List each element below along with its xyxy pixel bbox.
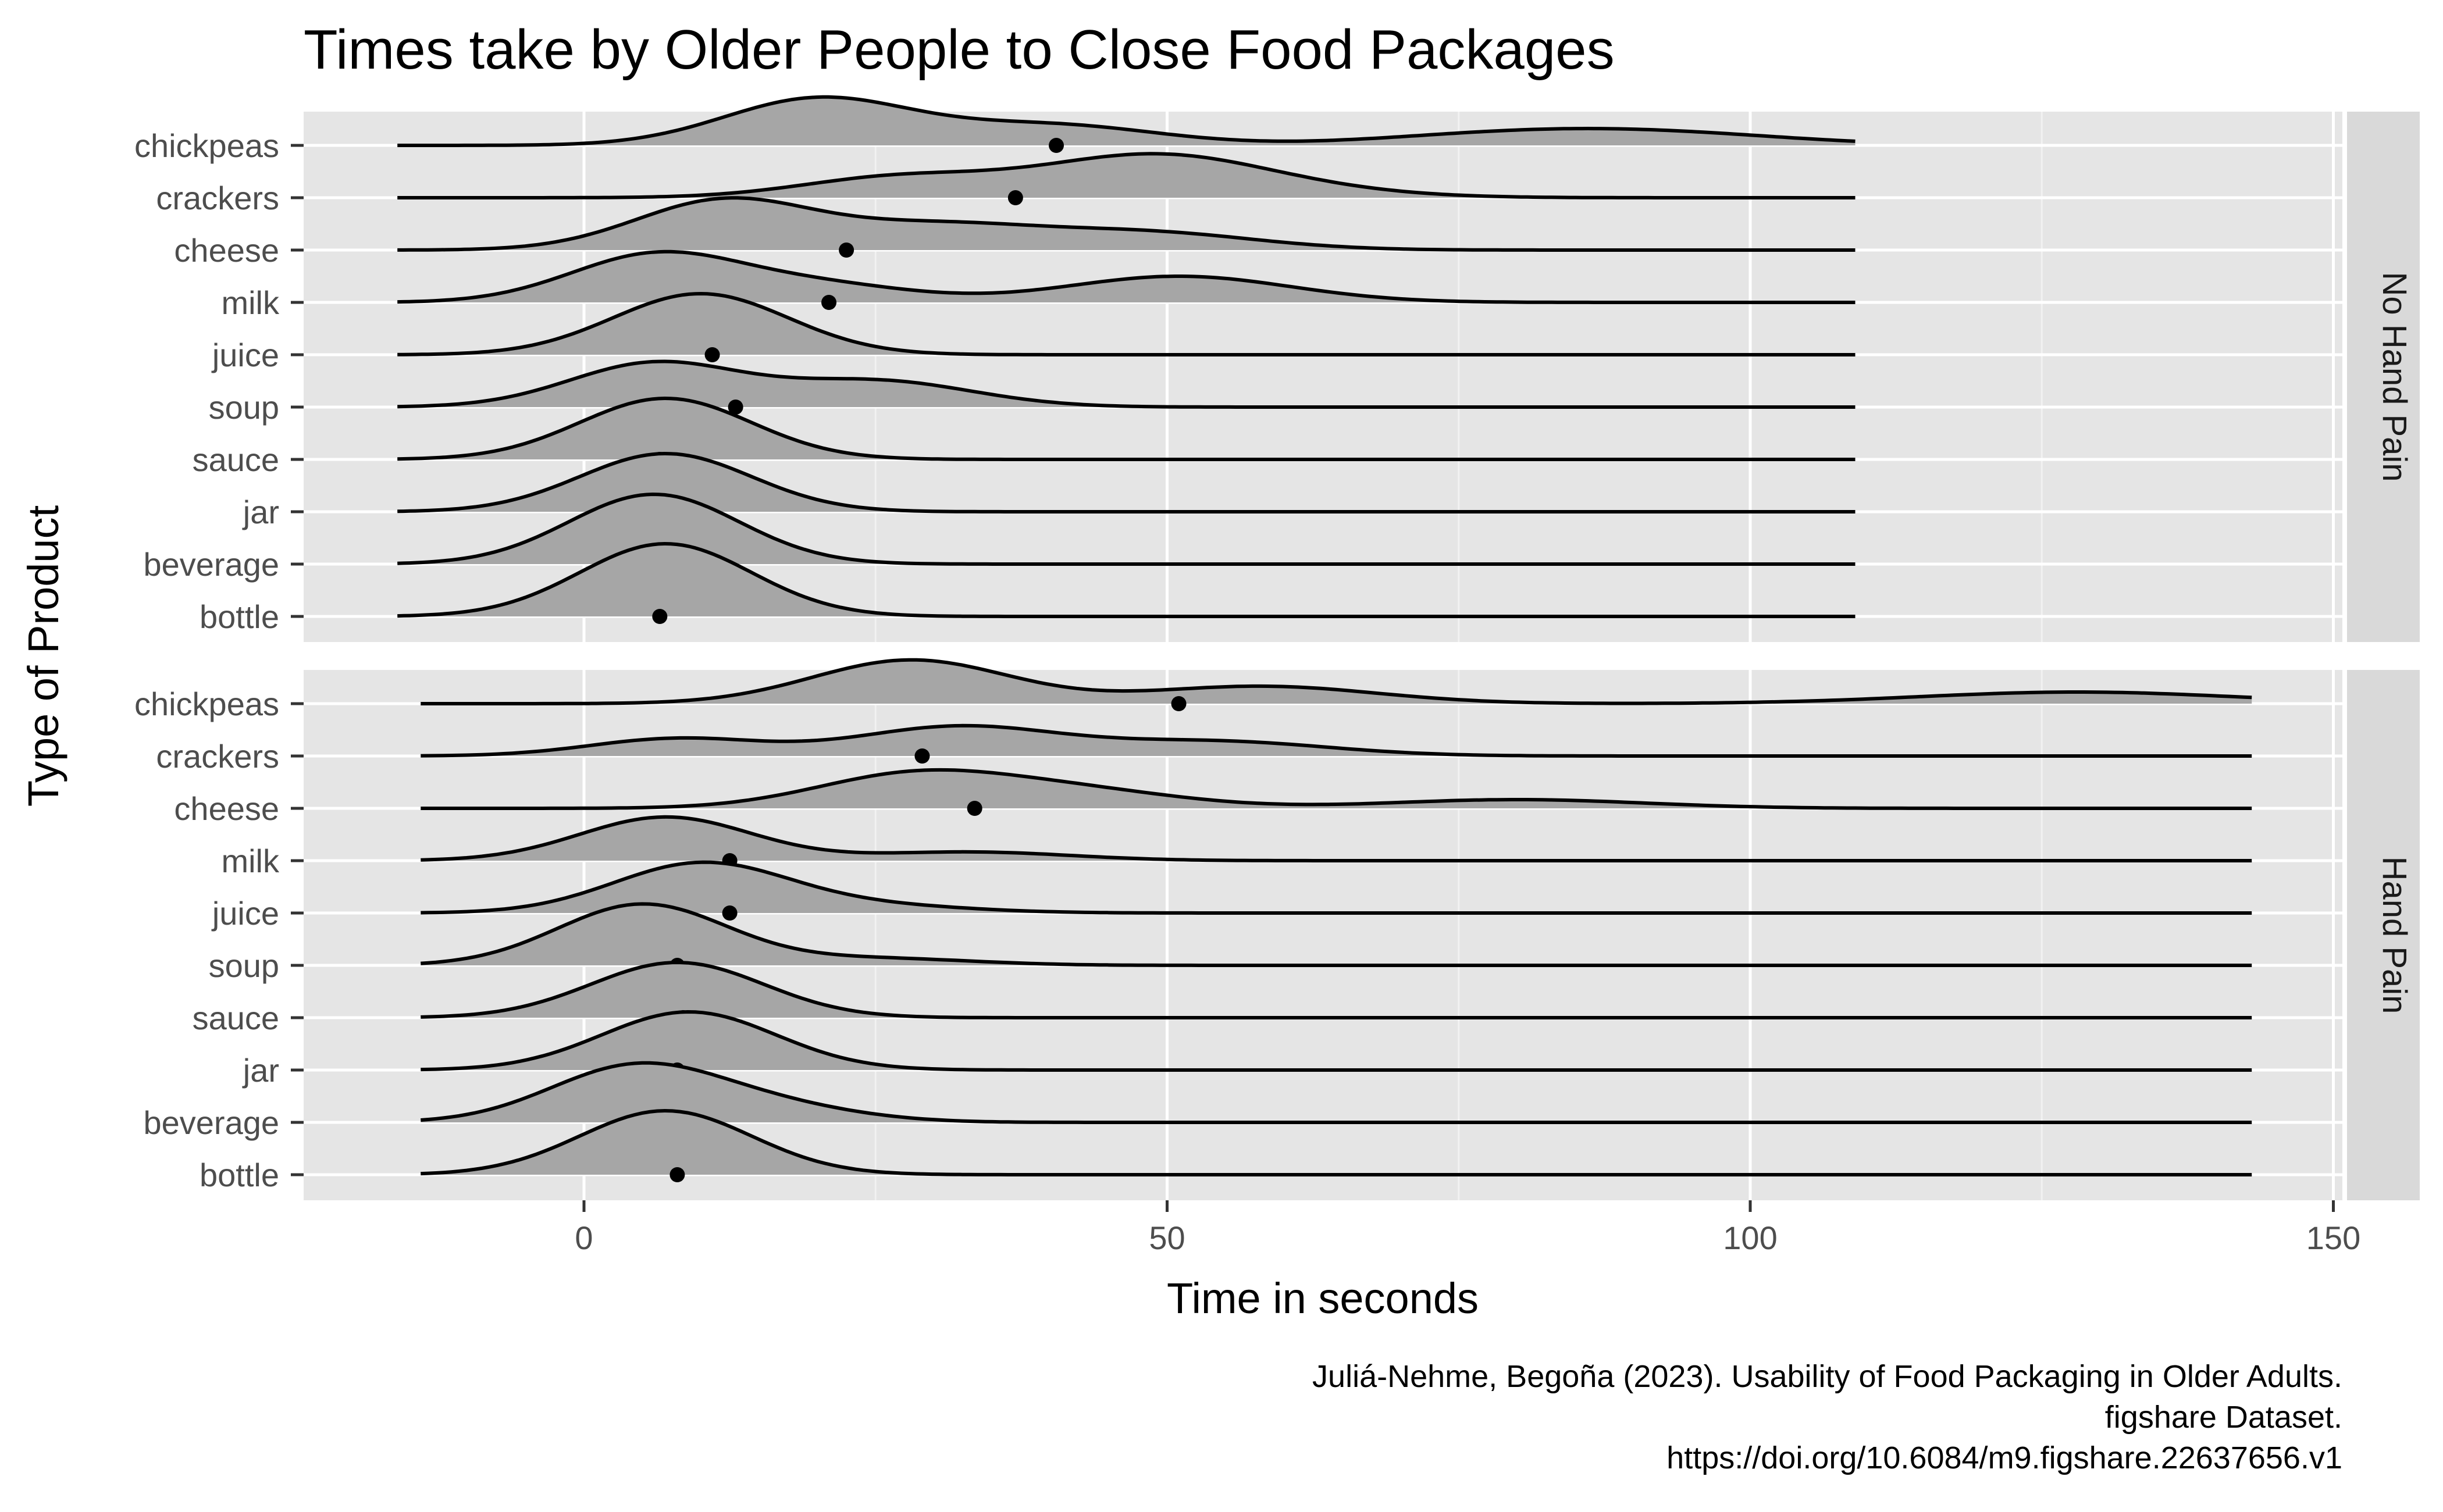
y-tick-label-soup: soup xyxy=(209,947,279,984)
y-axis-title: Type of Product xyxy=(19,505,67,807)
mean-point-juice xyxy=(722,905,738,921)
x-axis: 0 50 100 150 xyxy=(575,1200,2360,1256)
y-tick-label-sauce: sauce xyxy=(193,441,279,478)
mean-point-crackers xyxy=(1007,190,1023,205)
ridge-area-bottle xyxy=(421,1111,2252,1175)
ridge-line-beverage xyxy=(397,492,1856,566)
ridge-area-soup xyxy=(421,904,2252,965)
ridge-area-chickpeas xyxy=(421,659,2252,704)
ridge-line-jar xyxy=(397,451,1856,513)
ridge-line-milk xyxy=(421,815,2252,862)
ridge-line-bottle xyxy=(421,1108,2252,1176)
caption-line-1: Juliá-Nehme, Begoña (2023). Usability of… xyxy=(1312,1359,2342,1394)
ridges xyxy=(421,658,2252,1182)
y-tick-label-juice: juice xyxy=(211,337,279,373)
x-axis-title: Time in seconds xyxy=(1167,1274,1479,1322)
panel-no-hand-pain: chickpeas crackers cheese milk juice soup sauc… xyxy=(134,95,2420,642)
ridge-line-beverage xyxy=(421,1061,2252,1124)
ridge-area-jar xyxy=(397,454,1856,512)
y-tick-label-crackers: crackers xyxy=(156,738,279,775)
x-tick-label: 100 xyxy=(1723,1219,1777,1256)
y-tick-label-soup: soup xyxy=(209,389,279,426)
chart-title: Times take by Older People to Close Food… xyxy=(304,19,1615,81)
ridge-area-juice xyxy=(397,294,1856,355)
y-tick-label-chickpeas: chickpeas xyxy=(134,127,279,164)
ridge-line-chickpeas xyxy=(421,658,2252,705)
ridge-line-cheese xyxy=(397,196,1856,252)
ridge-area-sauce xyxy=(397,398,1856,459)
ridge-area-crackers xyxy=(397,154,1856,198)
mean-point-juice xyxy=(704,347,720,362)
ridges xyxy=(397,95,1856,624)
y-tick-label-crackers: crackers xyxy=(156,180,279,216)
mean-point-bottle xyxy=(669,1167,685,1182)
ridge-line-jar xyxy=(421,1010,2252,1072)
ridge-line-juice xyxy=(421,860,2252,915)
y-tick-label-cheese: cheese xyxy=(174,790,279,827)
ridge-area-sauce xyxy=(421,962,2252,1018)
ridge-line-soup xyxy=(421,902,2252,967)
y-tick-label-jar: jar xyxy=(242,494,279,530)
caption-line-3: https://doi.org/10.6084/m9.figshare.2263… xyxy=(1666,1440,2342,1475)
ridge-area-cheese xyxy=(421,769,2252,808)
y-tick-labels: chickpeas crackers cheese milk juice soup sauc… xyxy=(134,686,304,1193)
strip-label: Hand Pain xyxy=(2376,857,2413,1014)
y-tick-label-chickpeas: chickpeas xyxy=(134,686,279,722)
ridge-line-bottle xyxy=(397,541,1856,618)
caption-line-2: figshare Dataset. xyxy=(2105,1400,2342,1435)
y-tick-label-beverage: beverage xyxy=(143,546,279,583)
y-tick-label-milk: milk xyxy=(221,843,280,879)
mean-point-cheese xyxy=(839,243,854,258)
ridge-line-soup xyxy=(397,359,1856,409)
mean-point-bottle xyxy=(652,609,668,624)
ridge-area-beverage xyxy=(397,494,1856,564)
ridge-line-sauce xyxy=(397,396,1856,461)
ridge-line-milk xyxy=(397,249,1856,304)
mean-point-milk xyxy=(821,295,837,310)
ridge-area-chickpeas xyxy=(397,97,1856,145)
ridge-line-cheese xyxy=(421,768,2252,810)
y-tick-label-beverage: beverage xyxy=(143,1104,279,1141)
y-tick-label-bottle: bottle xyxy=(200,598,279,635)
strip-label: No Hand Pain xyxy=(2376,272,2413,482)
y-tick-label-sauce: sauce xyxy=(193,1000,279,1036)
ridge-line-chickpeas xyxy=(397,95,1856,147)
ridge-area-bottle xyxy=(397,544,1856,616)
x-tick-label: 50 xyxy=(1149,1219,1185,1256)
mean-point-chickpeas xyxy=(1049,138,1064,153)
y-tick-label-bottle: bottle xyxy=(200,1157,279,1193)
y-tick-label-juice: juice xyxy=(211,895,279,932)
ridge-line-juice xyxy=(397,291,1856,356)
x-tick-label: 0 xyxy=(575,1219,593,1256)
y-tick-label-cheese: cheese xyxy=(174,232,279,269)
mean-point-cheese xyxy=(967,801,982,816)
ridge-area-soup xyxy=(397,361,1856,407)
ridge-area-crackers xyxy=(421,725,2252,756)
ridge-line-crackers xyxy=(397,152,1856,199)
ridge-line-crackers xyxy=(421,723,2252,758)
mean-point-chickpeas xyxy=(1171,696,1187,711)
ridge-area-cheese xyxy=(397,198,1856,250)
ridge-area-milk xyxy=(421,816,2252,861)
y-tick-labels: chickpeas crackers cheese milk juice soup sauc… xyxy=(134,127,304,635)
ridge-area-milk xyxy=(397,251,1856,302)
y-tick-label-milk: milk xyxy=(221,284,280,321)
strip-background xyxy=(2347,112,2420,642)
x-tick-label: 150 xyxy=(2306,1219,2360,1256)
y-tick-label-jar: jar xyxy=(242,1052,279,1089)
mean-point-crackers xyxy=(914,748,930,764)
strip-background xyxy=(2347,670,2420,1200)
ridge-line-sauce xyxy=(421,961,2252,1019)
mean-point-soup xyxy=(728,400,743,415)
panel-hand-pain: chickpeas crackers cheese milk juice soup sauc… xyxy=(134,658,2420,1200)
